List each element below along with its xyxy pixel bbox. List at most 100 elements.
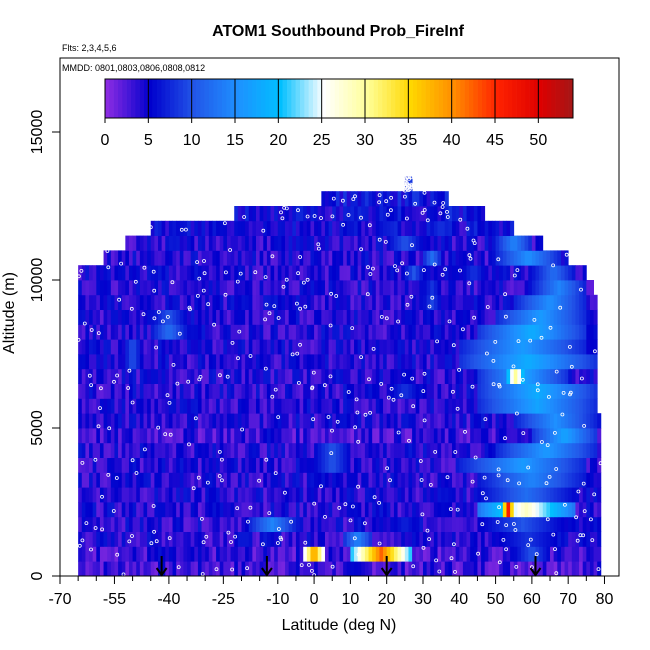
heatmap-cell [430,383,435,399]
heatmap-cell [230,383,235,399]
heatmap-cell [379,516,384,532]
heatmap-cell [201,546,206,562]
heatmap-cell [219,472,224,488]
heatmap-cell [245,206,250,222]
heatmap-cell [582,546,587,562]
heatmap-cell [589,398,594,414]
heatmap-cell [441,413,446,429]
heatmap-cell [205,280,210,296]
heatmap-cell [274,516,279,532]
heatmap-cell [477,561,482,577]
heatmap-cell [103,457,108,473]
heatmap-cell [470,280,475,296]
heatmap-cell [571,472,576,488]
heatmap-cell [339,206,344,222]
heatmap-cell [118,502,123,518]
sample-point [96,424,101,429]
sample-point [568,344,572,349]
heatmap-cell [422,368,428,384]
heatmap-cell [201,235,206,251]
heatmap-cell [81,398,86,414]
heatmap-cell [437,413,442,429]
heatmap-cell [379,398,384,414]
heatmap-cell [197,280,202,296]
sample-point [402,372,407,377]
heatmap-cell [433,250,438,266]
heatmap-cell [557,250,562,266]
heatmap-cell [372,546,377,562]
heatmap-cell [314,487,319,503]
heatmap-cell [161,250,166,266]
heatmap-cell [248,561,253,577]
heatmap-cell [499,428,504,444]
heatmap-cell [303,398,308,414]
sample-point [163,432,168,437]
sample-point [399,393,404,398]
heatmap-cell [579,442,584,458]
heatmap-cell [564,354,569,370]
sample-point [544,481,549,486]
heatmap-cell [208,265,213,281]
heatmap-cell [397,502,402,518]
heatmap-cell [158,324,163,340]
heatmap-cell [219,531,224,547]
heatmap-cell [502,250,507,266]
heatmap-cell [531,354,536,370]
heatmap-cell [299,457,304,473]
heatmap-cell [234,428,239,444]
heatmap-cell [354,398,359,414]
heatmap-cell [187,339,192,355]
heatmap-cell [357,428,362,444]
heatmap-cell [259,265,264,281]
sample-point [223,270,228,275]
colorbar-swatch [144,79,149,118]
sample-point [468,256,473,261]
heatmap-cell [437,516,442,532]
heatmap-cell [197,250,202,266]
heatmap-cell [506,531,511,547]
heatmap-cell [499,280,504,296]
heatmap-cell [132,294,137,310]
heatmap-cell [147,561,152,577]
heatmap-cell [277,502,282,518]
heatmap-cell [197,472,202,488]
heatmap-cell [466,383,471,399]
heatmap-cell [386,220,391,236]
heatmap-cell [335,309,340,325]
heatmap-cell [484,339,489,355]
heatmap-cell [335,413,340,429]
heatmap-cell [383,413,388,429]
heatmap-cell [219,383,224,399]
heatmap-cell [383,383,388,399]
sample-point [237,329,242,334]
sample-point [367,377,371,382]
heatmap-cell [310,546,315,562]
sample-point [422,371,427,376]
heatmap-cell [452,516,457,532]
colorbar-swatch [473,79,478,118]
heatmap-cell [212,368,217,384]
heatmap-cell [459,250,464,266]
colorbar-swatch [235,79,240,118]
heatmap-cell [190,398,195,414]
heatmap-cell [245,502,250,518]
sample-point [305,277,310,282]
sample-point [348,518,353,523]
heatmap-cell [582,472,587,488]
heatmap-cell [212,413,217,429]
heatmap-cell [114,531,119,547]
heatmap-cell [92,398,97,414]
heatmap-cell [484,546,489,562]
sample-point [526,465,531,470]
heatmap-cell [528,428,533,444]
heatmap-cell [390,398,395,414]
heatmap-cell [234,309,239,325]
heatmap-cell [143,502,148,518]
heatmap-cell [546,354,551,370]
heatmap-cell [354,206,359,222]
heatmap-cell [143,265,148,281]
heatmap-cell [575,398,580,414]
heatmap-cell [183,339,188,355]
heatmap-cell [103,280,108,296]
heatmap-cell [517,428,522,444]
